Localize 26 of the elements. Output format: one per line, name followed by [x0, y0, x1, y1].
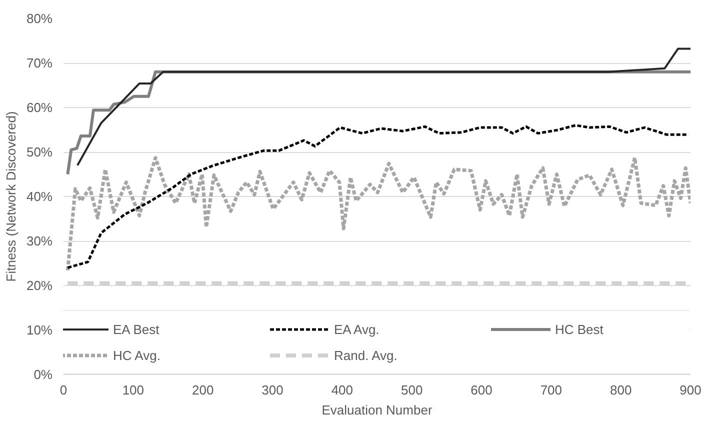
x-tick-label: 700 [540, 382, 562, 398]
x-axis-title: Evaluation Number [322, 402, 433, 418]
legend-label: EA Avg. [334, 322, 380, 336]
x-tick-label: 600 [470, 382, 492, 398]
x-tick-label: 900 [680, 382, 702, 398]
x-tick-label: 0 [60, 382, 68, 398]
x-tick-label: 800 [610, 382, 632, 398]
y-tick-label: 30% [26, 234, 53, 248]
x-tick-label: 500 [400, 382, 423, 398]
y-axis-title: Fitness (Network Discovered) [3, 111, 18, 282]
y-tick-label: 40% [26, 189, 53, 204]
y-tick-label: 20% [26, 278, 53, 293]
x-tick-label: 300 [262, 382, 284, 398]
legend-label: EA Best [113, 322, 160, 336]
legend-label: Rand. Avg. [334, 348, 398, 362]
y-tick-label: 10% [26, 322, 53, 338]
y-tick-label: 60% [26, 100, 53, 115]
y-tick-label: 0% [34, 367, 53, 382]
x-tick-label: 100 [122, 382, 144, 398]
y-tick-label: 70% [26, 56, 53, 70]
legend-label: HC Best [555, 322, 604, 336]
y-tick-label: 50% [26, 144, 53, 160]
x-tick-label: 200 [192, 382, 214, 398]
x-tick-label: 400 [331, 382, 354, 398]
y-tick-label: 80% [26, 11, 53, 26]
legend-label: HC Avg. [113, 348, 162, 362]
